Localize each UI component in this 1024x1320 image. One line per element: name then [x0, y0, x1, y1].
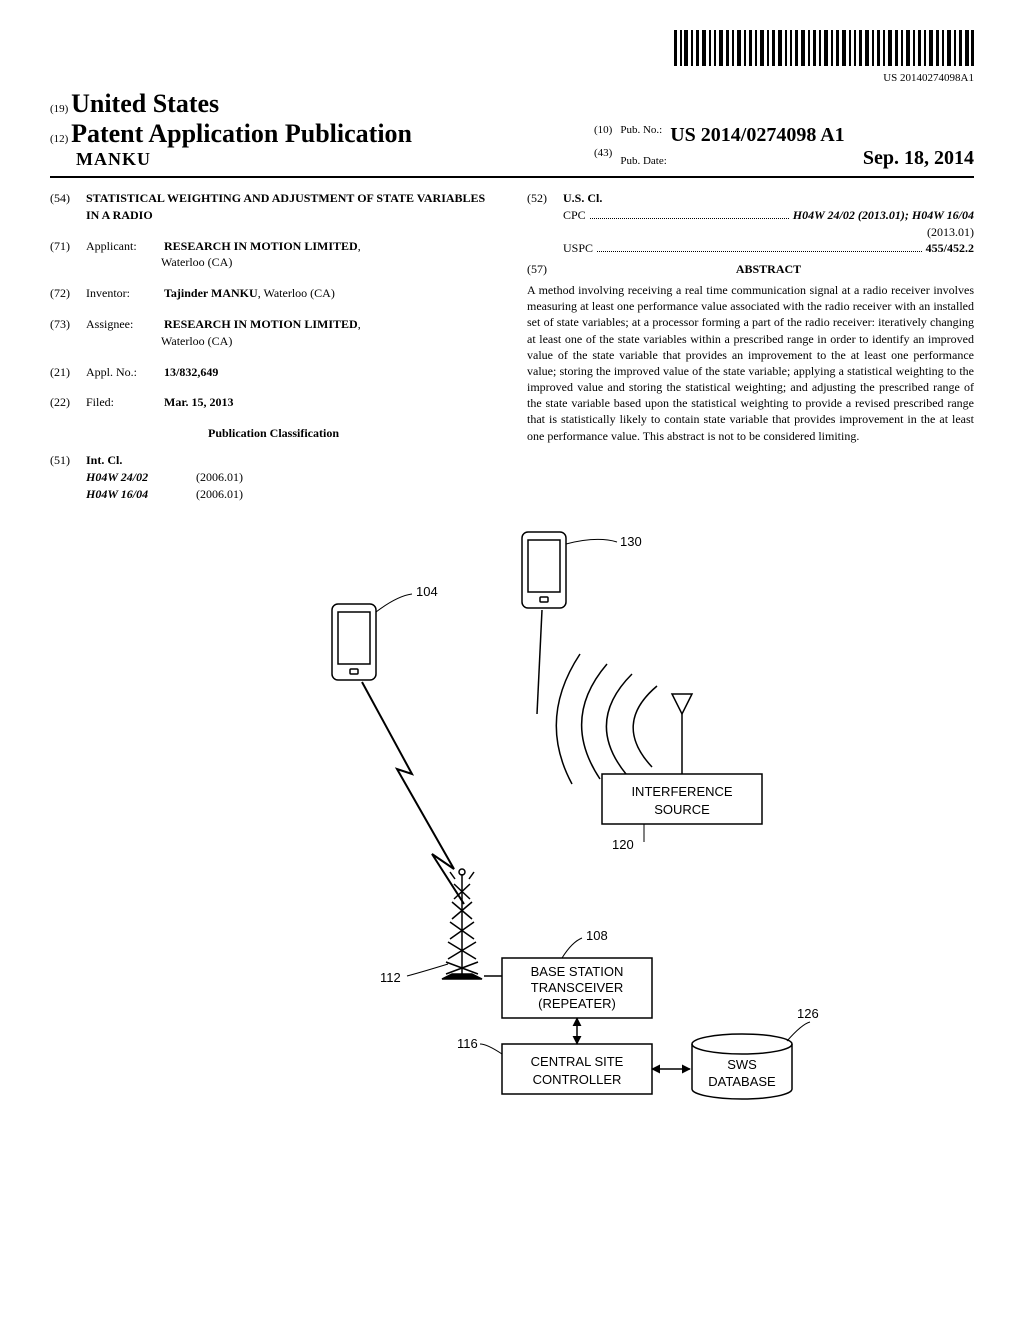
int-cl-code: (51): [50, 452, 86, 502]
pub-date-value: Sep. 18, 2014: [863, 147, 974, 170]
int-cl-2-ver: (2006.01): [196, 486, 243, 503]
central-1: CENTRAL SITE: [531, 1054, 624, 1069]
assignee-label: Assignee:: [86, 316, 161, 333]
pub-type-line: (12) Patent Application Publication: [50, 119, 574, 149]
barcode-graphic: [674, 30, 974, 70]
ref-116: 116: [457, 1036, 478, 1051]
int-cl-row: (51) Int. Cl. H04W 24/02 (2006.01) H04W …: [50, 452, 497, 502]
base-station-2: TRANSCEIVER: [531, 980, 623, 995]
pub-date-label: Pub. Date:: [620, 155, 666, 170]
interference-label-2: SOURCE: [654, 802, 710, 817]
filed-label: Filed:: [86, 394, 161, 411]
int-cl-1-ver: (2006.01): [196, 469, 243, 486]
ref-130: 130: [620, 534, 642, 549]
ref-104: 104: [416, 584, 438, 599]
filed-code: (22): [50, 394, 86, 411]
applicant-loc: Waterloo (CA): [86, 255, 232, 269]
pub-date-code: (43): [594, 147, 612, 170]
int-cl-1: H04W 24/02: [86, 469, 196, 486]
right-column: (52) U.S. Cl. CPC H04W 24/02 (2013.01); …: [527, 190, 974, 504]
filed-value: Mar. 15, 2013: [164, 395, 234, 409]
appl-no-row: (21) Appl. No.: 13/832,649: [50, 364, 497, 381]
ref-112: 112: [380, 970, 401, 985]
us-cl-row: (52) U.S. Cl. CPC H04W 24/02 (2013.01); …: [527, 190, 974, 257]
cpc-value-2: (2013.01): [563, 224, 974, 241]
pub-type-code: (12): [50, 133, 68, 145]
country-code: (19): [50, 103, 68, 115]
cpc-label: CPC: [563, 207, 586, 224]
uspc-value: 455/452.2: [926, 240, 974, 257]
sws-1: SWS: [727, 1057, 757, 1072]
ref-108: 108: [586, 928, 608, 943]
applicant-name: RESEARCH IN MOTION LIMITED: [164, 239, 358, 253]
us-cl-label: U.S. Cl.: [563, 191, 602, 205]
two-column-body: (54) STATISTICAL WEIGHTING AND ADJUSTMEN…: [50, 190, 974, 504]
dots-icon: [597, 243, 922, 253]
ref-126: 126: [797, 1006, 819, 1021]
pub-class-heading: Publication Classification: [50, 425, 497, 442]
int-cl-label: Int. Cl.: [86, 453, 122, 467]
barcode-area: US 20140274098A1: [50, 30, 974, 84]
ref-120: 120: [612, 837, 634, 852]
barcode-number: US 20140274098A1: [50, 72, 974, 84]
abstract-heading-row: (57) ABSTRACT: [527, 261, 974, 282]
dots-icon: [590, 209, 789, 219]
uspc-line: USPC 455/452.2: [563, 240, 974, 257]
appl-no-value: 13/832,649: [164, 365, 218, 379]
base-station-3: (REPEATER): [538, 996, 616, 1011]
figure-area: 104 130 INTERFERENCE SOURCE: [50, 524, 974, 1164]
uspc-label: USPC: [563, 240, 593, 257]
left-column: (54) STATISTICAL WEIGHTING AND ADJUSTMEN…: [50, 190, 497, 504]
central-2: CONTROLLER: [533, 1072, 622, 1087]
assignee-name: RESEARCH IN MOTION LIMITED: [164, 317, 358, 331]
inventor-code: (72): [50, 285, 86, 302]
applicant-code: (71): [50, 238, 86, 272]
applicant-label: Applicant:: [86, 238, 161, 255]
pub-no-label: Pub. No.:: [620, 124, 662, 147]
country-line: (19) United States: [50, 89, 574, 119]
inventor-row: (72) Inventor: Tajinder MANKU, Waterloo …: [50, 285, 497, 302]
country-name: United States: [71, 89, 219, 118]
int-cl-2-row: H04W 16/04 (2006.01): [86, 486, 497, 503]
appl-no-label: Appl. No.:: [86, 364, 161, 381]
assignee-code: (73): [50, 316, 86, 350]
assignee-loc: Waterloo (CA): [86, 334, 232, 348]
filed-row: (22) Filed: Mar. 15, 2013: [50, 394, 497, 411]
title-row: (54) STATISTICAL WEIGHTING AND ADJUSTMEN…: [50, 190, 497, 224]
pub-no-value: US 2014/0274098 A1: [670, 124, 844, 147]
pub-no-line: (10) Pub. No.: US 2014/0274098 A1: [594, 124, 974, 147]
barcode-svg: [674, 30, 974, 66]
cpc-value: H04W 24/02 (2013.01); H04W 16/04: [793, 208, 974, 222]
appl-no-code: (21): [50, 364, 86, 381]
abstract-text: A method involving receiving a real time…: [527, 282, 974, 444]
header-right: (10) Pub. No.: US 2014/0274098 A1 (43) P…: [574, 124, 974, 170]
abstract-code: (57): [527, 261, 563, 282]
abstract-heading: ABSTRACT: [563, 261, 974, 278]
pub-date-line: (43) Pub. Date: Sep. 18, 2014: [594, 147, 974, 170]
int-cl-1-row: H04W 24/02 (2006.01): [86, 469, 497, 486]
header-left: (19) United States (12) Patent Applicati…: [50, 89, 574, 170]
inventor-name: Tajinder MANKU: [164, 286, 258, 300]
base-station-1: BASE STATION: [531, 964, 624, 979]
header-row: (19) United States (12) Patent Applicati…: [50, 89, 974, 178]
int-cl-2: H04W 16/04: [86, 486, 196, 503]
author-name: MANKU: [50, 149, 574, 170]
cpc-line: CPC H04W 24/02 (2013.01); H04W 16/04: [563, 207, 974, 224]
applicant-row: (71) Applicant: RESEARCH IN MOTION LIMIT…: [50, 238, 497, 272]
pub-type: Patent Application Publication: [71, 119, 412, 148]
inventor-loc: Waterloo (CA): [263, 286, 334, 300]
title-code: (54): [50, 190, 86, 224]
inventor-label: Inventor:: [86, 285, 161, 302]
title-text: STATISTICAL WEIGHTING AND ADJUSTMENT OF …: [86, 190, 497, 224]
interference-label-1: INTERFERENCE: [631, 784, 732, 799]
us-cl-code: (52): [527, 190, 563, 257]
figure-svg: 104 130 INTERFERENCE SOURCE: [202, 524, 822, 1164]
sws-2: DATABASE: [708, 1074, 776, 1089]
pub-no-code: (10): [594, 124, 612, 147]
assignee-row: (73) Assignee: RESEARCH IN MOTION LIMITE…: [50, 316, 497, 350]
